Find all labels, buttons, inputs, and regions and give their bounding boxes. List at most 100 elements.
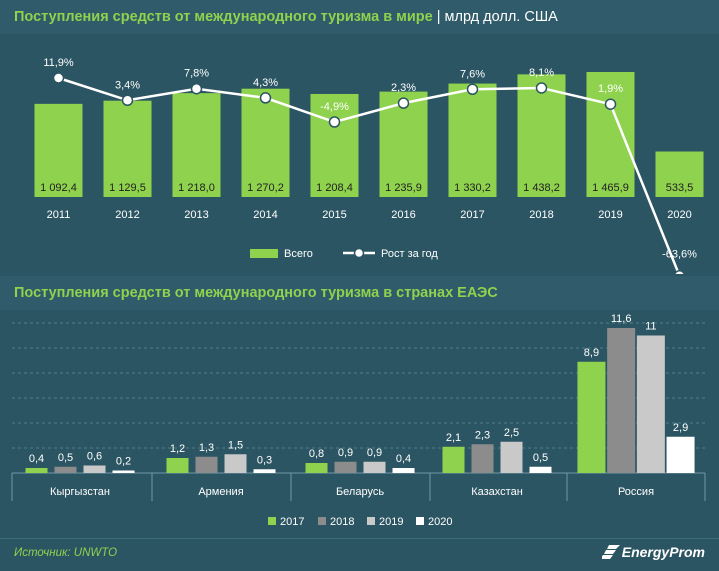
bar-2019 xyxy=(224,454,247,473)
bar-value-label: 11 xyxy=(645,321,656,333)
bar-total-2011 xyxy=(34,103,83,197)
energyprom-logo-icon xyxy=(601,545,620,559)
category-label: Армения xyxy=(198,486,243,498)
bar-2017 xyxy=(442,446,465,473)
bar-total-2020 xyxy=(655,151,704,197)
bar-value-label: 1,2 xyxy=(170,443,185,455)
x-tick-label: 2015 xyxy=(322,209,346,221)
growth-label: 3,4% xyxy=(115,79,140,91)
legend-swatch-2019 xyxy=(367,517,375,525)
growth-line xyxy=(58,76,681,274)
bar-total-2019 xyxy=(586,72,635,197)
bar-total-label: 1 092,4 xyxy=(40,182,77,194)
bar-2020 xyxy=(666,436,695,473)
bar-total-2013 xyxy=(172,93,221,197)
bar-2017 xyxy=(305,463,328,473)
legend-label-growth: Рост за год xyxy=(381,248,438,260)
bar-2018 xyxy=(334,461,357,473)
bar-total-label: 1 129,5 xyxy=(109,182,146,194)
category-label: Беларусь xyxy=(336,486,384,498)
bar-total-label: 1 218,0 xyxy=(178,182,215,194)
growth-label: -4,9% xyxy=(320,101,349,113)
chart1-header: Поступления средств от международного ту… xyxy=(0,0,719,34)
category-label: Россия xyxy=(618,486,654,498)
bar-value-label: 0,6 xyxy=(87,451,102,463)
growth-point-2019 xyxy=(604,98,617,110)
chart2-header: Поступления средств от международного ту… xyxy=(0,276,719,310)
bar-total-label: 1 270,2 xyxy=(247,182,284,194)
bar-total-label: 1 208,4 xyxy=(316,182,353,194)
legend-label: 2018 xyxy=(330,516,354,528)
legend-marker-growth xyxy=(353,247,365,259)
bar-2019 xyxy=(636,335,665,473)
legend-label: 2019 xyxy=(379,516,403,528)
brand: EnergyProm xyxy=(601,544,705,560)
growth-point-2018 xyxy=(535,82,548,94)
bar-2020 xyxy=(112,470,135,473)
bar-total-2018 xyxy=(517,74,566,197)
legend-swatch-2017 xyxy=(268,517,276,525)
bar-2017 xyxy=(166,458,189,473)
bar-2019 xyxy=(363,461,386,473)
bar-total-label: 1 330,2 xyxy=(454,182,491,194)
bar-value-label: 2,5 xyxy=(504,427,519,439)
x-tick-label: 2019 xyxy=(598,209,622,221)
bar-total-2012 xyxy=(103,100,152,197)
bar-2018 xyxy=(607,328,636,473)
bar-2020 xyxy=(529,466,552,473)
x-tick-label: 2012 xyxy=(115,209,139,221)
bar-total-2014 xyxy=(241,88,290,197)
title-separator: | xyxy=(436,9,441,25)
growth-point-2011 xyxy=(52,72,65,84)
bar-total-2017 xyxy=(448,83,497,197)
bar-value-label: 0,4 xyxy=(29,453,44,465)
bar-2020 xyxy=(253,469,276,473)
bar-value-label: 2,1 xyxy=(446,432,461,444)
legend-swatch-2018 xyxy=(318,517,326,525)
bar-2017 xyxy=(577,361,606,473)
bar-2019 xyxy=(500,441,523,473)
growth-point-2015 xyxy=(328,116,341,128)
eaeu-tourism-chart: 0,4 0,5 0,6 0,2 Кыргызстан 1,2 1,3 1,5 0,3 Армени… xyxy=(11,313,706,528)
growth-point-2012 xyxy=(121,94,134,107)
legend-label: 2017 xyxy=(280,516,304,528)
bar-value-label: 0,2 xyxy=(116,456,131,468)
bar-value-label: 0,9 xyxy=(338,447,353,459)
bar-value-label: 8,9 xyxy=(584,347,599,359)
category-label: Казахстан xyxy=(471,486,523,498)
legend-label-total: Всего xyxy=(284,248,313,260)
bar-total-label: 1 438,2 xyxy=(523,182,560,194)
growth-label: -63,6% xyxy=(662,249,697,261)
x-tick-label: 2016 xyxy=(391,209,415,221)
bar-2018 xyxy=(54,466,77,473)
source-note: Источник: UNWTO xyxy=(14,547,118,559)
bar-2020 xyxy=(392,468,415,473)
bar-total-2016 xyxy=(379,91,428,197)
bar-value-label: 2,9 xyxy=(673,422,688,434)
legend-label: 2020 xyxy=(428,516,452,528)
x-tick-label: 2014 xyxy=(253,209,277,221)
bar-value-label: 1,3 xyxy=(199,442,214,454)
legend-swatch-2020 xyxy=(416,517,424,525)
bar-value-label: 0,9 xyxy=(367,447,382,459)
brand-name: EnergyProm xyxy=(621,544,705,560)
bar-2018 xyxy=(471,444,494,473)
chart1-unit: млрд долл. США xyxy=(444,9,558,25)
category-label: Кыргызстан xyxy=(50,486,110,498)
bar-value-label: 0,5 xyxy=(533,452,548,464)
x-tick-label: 2011 xyxy=(47,209,71,221)
growth-label: 4,3% xyxy=(253,77,278,89)
growth-point-2014 xyxy=(259,92,272,104)
bar-total-label: 1 235,9 xyxy=(385,182,422,194)
growth-label: 1,9% xyxy=(598,83,623,95)
bar-value-label: 0,8 xyxy=(309,448,324,460)
x-tick-label: 2018 xyxy=(529,209,553,221)
bar-total-label: 533,5 xyxy=(666,182,694,194)
bar-total-label: 1 465,9 xyxy=(592,182,629,194)
bar-total-2015 xyxy=(310,93,359,197)
world-tourism-chart: 1 092,4 2011 1 129,5 2012 1 218,0 2013 1 270,2… xyxy=(34,57,704,274)
growth-point-2013 xyxy=(190,82,203,95)
bar-value-label: 1,5 xyxy=(228,439,243,451)
x-tick-label: 2020 xyxy=(667,209,691,221)
bar-value-label: 0,4 xyxy=(396,453,411,465)
